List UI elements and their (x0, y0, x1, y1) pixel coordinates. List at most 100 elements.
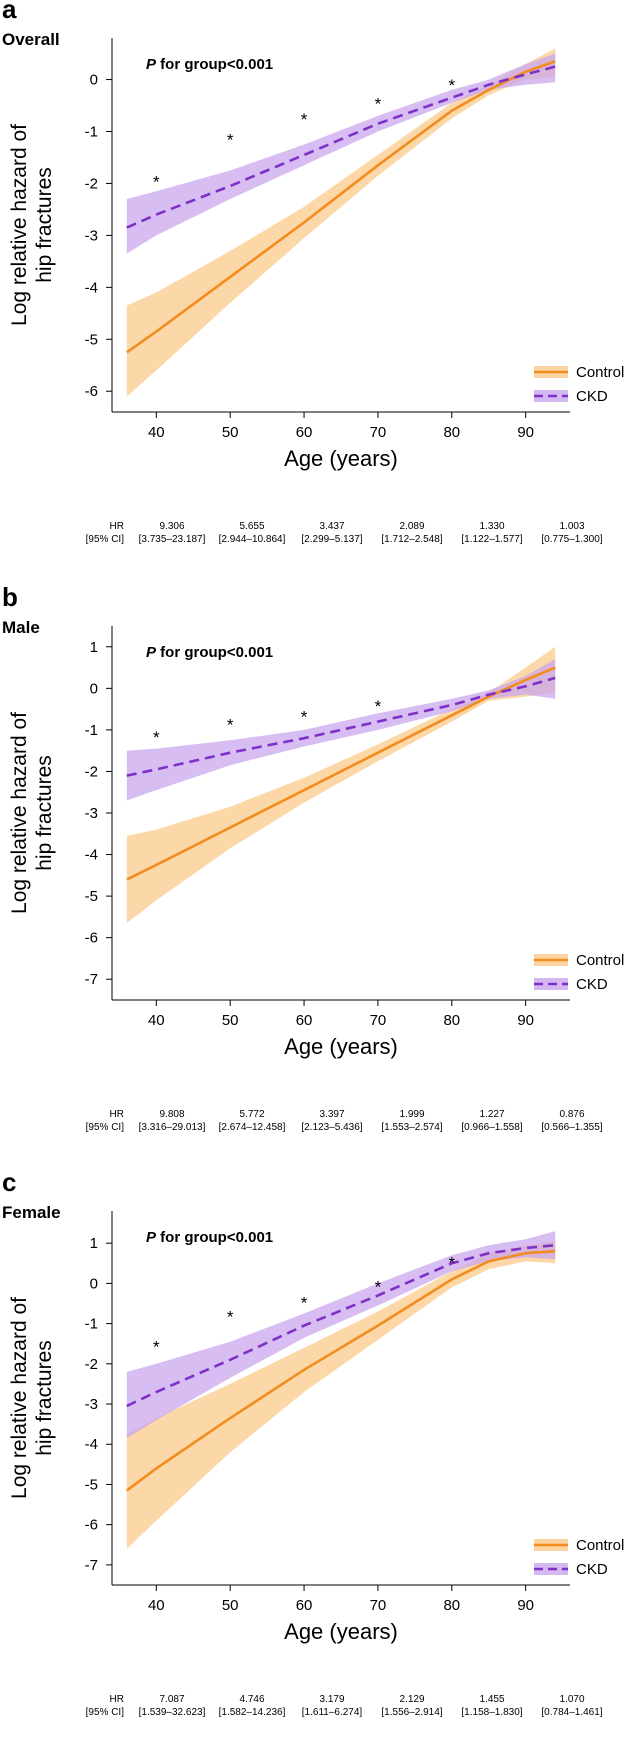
ckd-ci-band (126, 659, 556, 801)
hr-value: 1.455 (479, 1694, 505, 1705)
hr-value: 3.179 (319, 1694, 345, 1705)
ci-label: [95% CI] (85, 1122, 124, 1133)
legend-label-ckd: CKD (576, 388, 608, 405)
y-tick-label: -1 (85, 722, 98, 739)
x-tick-label: 90 (517, 424, 534, 441)
y-tick-label: -1 (85, 1316, 98, 1333)
y-tick-label: -6 (85, 930, 98, 947)
y-tick-label: -2 (85, 175, 98, 192)
x-axis-label: Age (years) (284, 1619, 398, 1644)
chart-male: -7 -6 -5 -4 -3 -2 -1 0 1 40 50 60 70 80 90 * * * * Age (yea… (8, 626, 624, 1059)
y-tick-label: -1 (85, 124, 98, 141)
ci-value: [2.299–5.137] (301, 534, 363, 545)
hr-value: 1.070 (559, 1694, 585, 1705)
x-tick-label: 90 (517, 1597, 534, 1614)
p-value-annotation: P for group<0.001 (146, 644, 273, 661)
significance-star: * (375, 697, 382, 716)
panel-title: Overall (2, 30, 60, 49)
panel-letter: c (2, 1167, 17, 1197)
ci-value: [1.122–1.577] (461, 534, 523, 545)
y-tick-label: -5 (85, 1476, 98, 1493)
significance-star: * (227, 716, 234, 735)
hr-value: 2.089 (399, 521, 425, 532)
p-value-annotation: P for group<0.001 (146, 1229, 273, 1246)
y-tick-label: 1 (90, 639, 98, 656)
significance-star: * (301, 707, 308, 726)
significance-star: * (153, 728, 160, 747)
y-axis-label-line1: Log relative hazard of (8, 124, 31, 326)
y-tick-label: 1 (90, 1235, 98, 1252)
y-tick-label: -5 (85, 888, 98, 905)
p-symbol: P (146, 1229, 157, 1246)
hr-value: 3.397 (319, 1109, 345, 1120)
ckd-line (126, 1243, 556, 1408)
y-tick-label: -2 (85, 1356, 98, 1373)
y-tick-label: 0 (90, 1275, 98, 1292)
y-tick-label: -4 (85, 847, 98, 864)
ci-value: [1.582–14.236] (218, 1707, 286, 1718)
ci-label: [95% CI] (85, 534, 124, 545)
significance-star: * (227, 1308, 234, 1327)
y-tick-label: -3 (85, 1396, 98, 1413)
hr-label: HR (109, 1694, 124, 1705)
x-tick-label: 70 (370, 1012, 387, 1029)
control-ci-band (126, 1241, 556, 1549)
significance-star: * (448, 76, 455, 95)
p-symbol: P (146, 56, 157, 73)
ci-label: [95% CI] (85, 1707, 124, 1718)
hr-value: 2.129 (399, 1694, 425, 1705)
y-tick-label: -6 (85, 1517, 98, 1534)
x-tick-label: 50 (222, 1012, 239, 1029)
control-line (126, 60, 556, 354)
hr-table: HR [95% CI] 7.087 4.746 3.179 2.129 1.45… (0, 1693, 630, 1725)
x-tick-label: 60 (296, 424, 313, 441)
panel-overall: a Overall -6 -5 -4 -3 -2 -1 0 40 50 60 70 80 90 * * * * *… (0, 0, 630, 577)
y-tick-label: -4 (85, 1436, 98, 1453)
ckd-ci-band (126, 53, 556, 254)
legend-label-control: Control (576, 364, 624, 381)
p-text: for group<0.001 (156, 644, 273, 661)
ci-value: [2.944–10.864] (218, 534, 286, 545)
panel-title: Female (2, 1203, 61, 1222)
x-tick-label: 50 (222, 424, 239, 441)
hr-value: 7.087 (159, 1694, 185, 1705)
x-tick-label: 60 (296, 1012, 313, 1029)
ci-value: [3.735–23.187] (138, 534, 206, 545)
ckd-ci-band (126, 1231, 556, 1439)
ci-value: [0.775–1.300] (541, 534, 603, 545)
hr-value: 4.746 (239, 1694, 265, 1705)
x-tick-label: 40 (148, 1597, 165, 1614)
y-tick-label: -7 (85, 1557, 98, 1574)
hr-table: HR [95% CI] 9.808 5.772 3.397 1.999 1.22… (0, 1108, 630, 1140)
significance-star: * (375, 1277, 382, 1296)
y-tick-label: -5 (85, 331, 98, 348)
ci-value: [0.966–1.558] (461, 1122, 523, 1133)
p-value-annotation: P for group<0.001 (146, 56, 273, 73)
ci-value: [1.556–2.914] (381, 1707, 443, 1718)
ci-value: [1.539–32.623] (138, 1707, 206, 1718)
ci-value: [1.712–2.548] (381, 534, 443, 545)
y-tick-label: -3 (85, 805, 98, 822)
y-axis-label-line2: hip fractures (33, 755, 56, 871)
significance-star: * (448, 1253, 455, 1272)
hr-value: 1.003 (559, 521, 585, 532)
y-tick-label: -6 (85, 383, 98, 400)
legend-label-ckd: CKD (576, 976, 608, 993)
y-tick-label: 0 (90, 680, 98, 697)
hr-value: 0.876 (559, 1109, 585, 1120)
p-symbol: P (146, 644, 157, 661)
hr-value: 1.330 (479, 521, 505, 532)
ci-value: [1.611–6.274] (301, 1707, 363, 1718)
panel-letter: b (2, 582, 18, 612)
y-axis-label-line1: Log relative hazard of (8, 1297, 31, 1499)
ci-value: [2.123–5.436] (301, 1122, 363, 1133)
y-tick-label: 0 (90, 72, 98, 89)
x-tick-label: 40 (148, 424, 165, 441)
hr-value: 3.437 (319, 521, 345, 532)
significance-star: * (375, 94, 382, 113)
legend-label-ckd: CKD (576, 1561, 608, 1578)
x-axis-label: Age (years) (284, 1034, 398, 1059)
hr-value: 1.227 (479, 1109, 505, 1120)
ckd-line (126, 676, 556, 777)
hr-value: 9.306 (159, 521, 185, 532)
